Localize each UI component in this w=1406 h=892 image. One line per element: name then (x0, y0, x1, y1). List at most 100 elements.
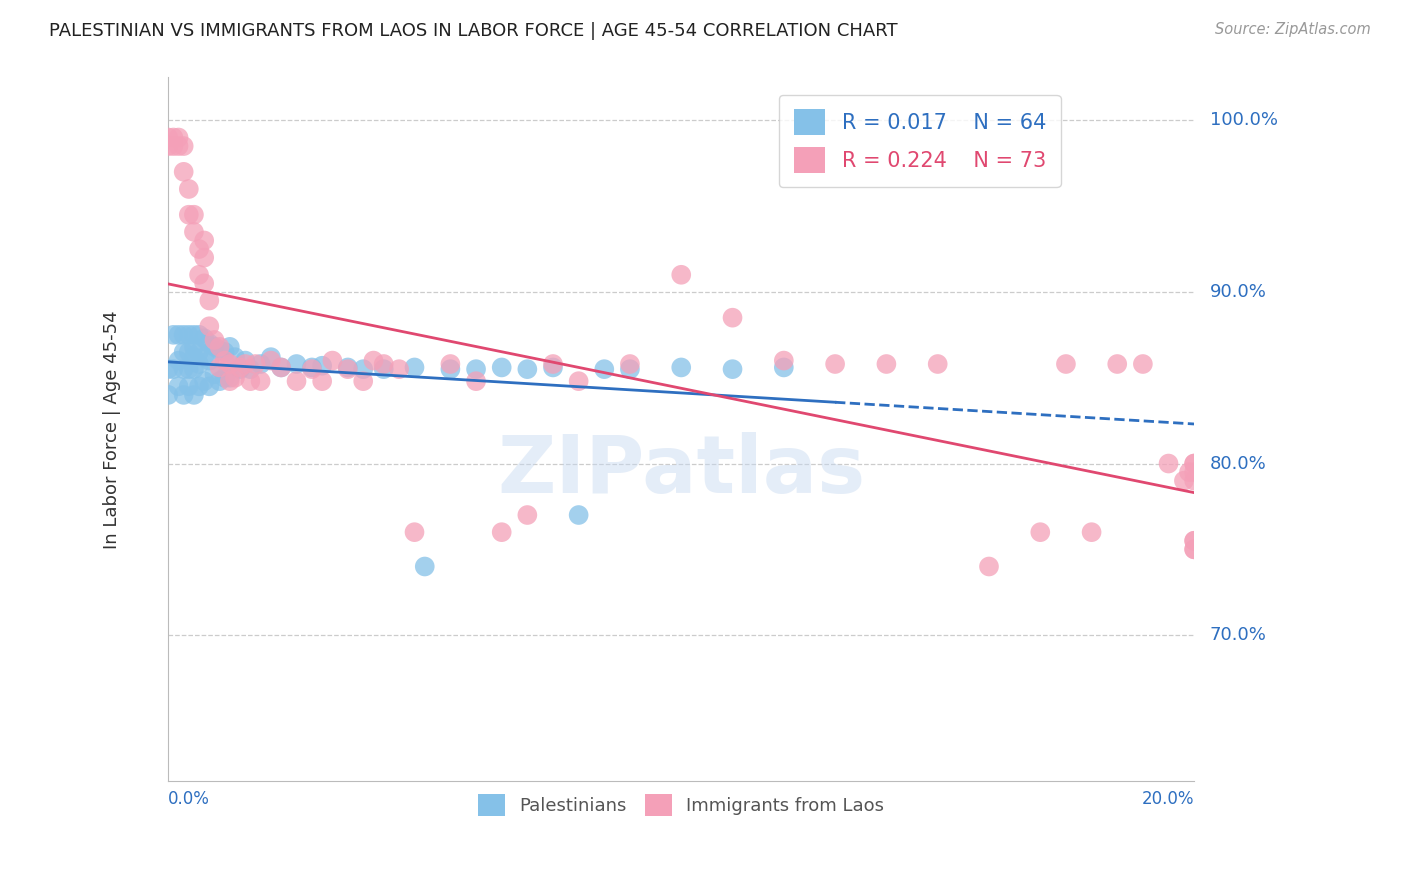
Point (218, 357, 240, 371)
Point (173, 165, 195, 179)
Text: 20.0%: 20.0% (1142, 789, 1194, 807)
Point (491, 525, 513, 540)
Point (1182, 542, 1205, 557)
Point (193, 374, 215, 388)
Point (233, 353, 256, 368)
Point (465, 374, 488, 388)
Point (1182, 474, 1205, 488)
Point (1182, 533, 1205, 548)
Point (245, 357, 267, 371)
Point (721, 362, 744, 376)
Point (439, 362, 461, 376)
Point (177, 208, 200, 222)
Point (177, 345, 200, 359)
Point (439, 357, 461, 371)
Point (167, 130, 190, 145)
Point (671, 360, 693, 375)
Point (193, 350, 215, 364)
Point (167, 327, 190, 342)
Point (772, 353, 794, 368)
Point (218, 370, 240, 384)
Point (208, 343, 231, 358)
Point (183, 362, 205, 376)
Point (198, 353, 221, 368)
Point (1054, 357, 1077, 371)
Point (218, 340, 240, 354)
Legend: Palestinians, Immigrants from Laos: Palestinians, Immigrants from Laos (470, 785, 893, 825)
Point (388, 362, 411, 376)
Point (193, 251, 215, 265)
Point (198, 319, 221, 334)
Point (177, 362, 200, 376)
Point (183, 388, 205, 402)
Point (541, 360, 564, 375)
Point (404, 360, 426, 375)
Point (1182, 457, 1205, 471)
Point (198, 293, 221, 308)
Point (311, 359, 333, 373)
Point (167, 353, 190, 368)
Point (1132, 357, 1154, 371)
Point (162, 139, 184, 153)
Point (671, 268, 693, 282)
Point (198, 379, 221, 393)
Point (233, 357, 256, 371)
Point (162, 362, 184, 376)
Point (1029, 525, 1052, 540)
Point (224, 350, 246, 364)
Point (177, 379, 200, 393)
Point (173, 139, 195, 153)
Point (188, 327, 211, 342)
Point (568, 508, 591, 522)
Point (977, 559, 1000, 574)
Point (1182, 533, 1205, 548)
Point (208, 340, 231, 354)
Point (516, 508, 538, 522)
Text: 80.0%: 80.0% (1209, 455, 1267, 473)
Point (541, 357, 564, 371)
Point (173, 362, 195, 376)
Point (927, 357, 949, 371)
Text: 90.0%: 90.0% (1209, 283, 1267, 301)
Point (229, 360, 252, 375)
Point (188, 242, 211, 256)
Point (1157, 457, 1180, 471)
Point (177, 182, 200, 196)
Point (301, 360, 323, 375)
Point (167, 379, 190, 393)
Point (183, 350, 205, 364)
Point (465, 362, 488, 376)
Point (1182, 542, 1205, 557)
Point (516, 362, 538, 376)
Point (214, 345, 236, 359)
Point (285, 374, 308, 388)
Point (239, 362, 262, 376)
Text: 100.0%: 100.0% (1209, 112, 1278, 129)
Point (285, 357, 308, 371)
Point (1182, 465, 1205, 479)
Point (167, 139, 190, 153)
Point (1173, 474, 1195, 488)
Point (619, 362, 641, 376)
Point (224, 370, 246, 384)
Point (1107, 357, 1129, 371)
Point (568, 374, 591, 388)
Point (352, 362, 374, 376)
Point (188, 357, 211, 371)
Point (188, 379, 211, 393)
Point (157, 362, 180, 376)
Point (183, 225, 205, 239)
Point (404, 525, 426, 540)
Point (188, 345, 211, 359)
Point (875, 357, 897, 371)
Text: 0.0%: 0.0% (169, 789, 209, 807)
Point (619, 357, 641, 371)
Point (157, 130, 180, 145)
Point (183, 340, 205, 354)
Text: ZIPatlas: ZIPatlas (498, 433, 865, 510)
Text: PALESTINIAN VS IMMIGRANTS FROM LAOS IN LABOR FORCE | AGE 45-54 CORRELATION CHART: PALESTINIAN VS IMMIGRANTS FROM LAOS IN L… (49, 22, 898, 40)
Point (413, 559, 436, 574)
Point (188, 268, 211, 282)
Point (239, 374, 262, 388)
Point (336, 362, 359, 376)
